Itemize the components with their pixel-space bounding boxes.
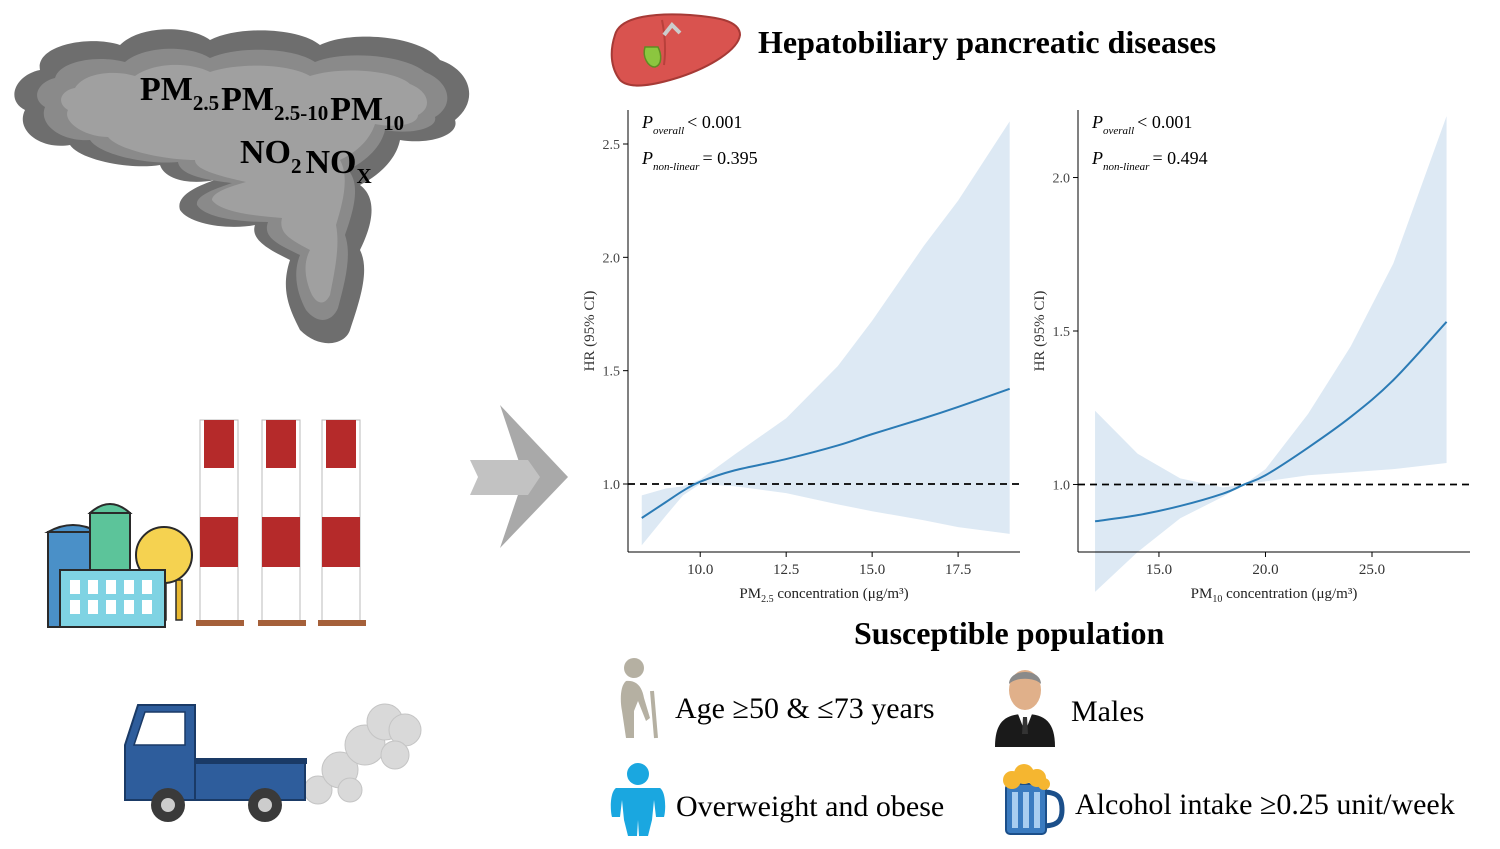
y-tick-label: 2.0 (1053, 172, 1071, 187)
cloud-pollutants-line2: NO2 NOX (240, 134, 372, 188)
cloud-pollutant-2: PM (330, 91, 383, 128)
figure-title: Hepatobiliary pancreatic diseases (758, 24, 1217, 60)
chart-pm10: 1.0 1.5 2.0 15.0 20.0 25.0 HR (95% CI) PM10 con… (1032, 110, 1470, 605)
p-value-annotation: Pnon-linear = 0.494 (1091, 148, 1208, 173)
liver-icon (610, 13, 742, 87)
factory-icon (44, 419, 366, 628)
ci-band (641, 121, 1010, 546)
elderly-person-icon (620, 658, 658, 739)
left-panel: PM2.5PM2.5-10PM10 NO2 NOX (14, 29, 568, 822)
truck-exhaust-icon (124, 703, 422, 822)
x-axis-label: PM10 concentration (μg/m³) (1191, 586, 1358, 605)
beer-mug-icon (1003, 764, 1065, 835)
alcohol-label: Alcohol intake ≥0.25 unit/week (1075, 788, 1455, 821)
age-label: Age ≥50 & ≤73 years (675, 692, 935, 725)
p-value-annotation: Pnon-linear = 0.395 (641, 148, 758, 173)
y-tick-label: 1.5 (1053, 325, 1071, 340)
x-axis-label: PM2.5 concentration (μg/m³) (739, 586, 908, 605)
overweight-label: Overweight and obese (676, 790, 945, 823)
chart-pm25: 1.0 1.5 2.0 2.5 10.0 12.5 15.0 17.5 HR (95% CI) P… (582, 110, 1020, 605)
ci-band (1095, 116, 1447, 592)
cloud-pollutant-0: PM (140, 71, 193, 108)
x-tick-label: 25.0 (1359, 562, 1385, 578)
males-label: Males (1071, 695, 1145, 728)
cloud-pollutant-2-1-sub: X (357, 164, 372, 188)
cloud-pollutant-2-0-sub: 2 (291, 154, 302, 178)
y-axis-label: HR (95% CI) (582, 291, 598, 372)
man-avatar-icon (995, 670, 1055, 747)
y-tick-label: 2.5 (603, 138, 621, 153)
y-tick-label: 2.0 (603, 251, 621, 266)
cloud-pollutants-line1: PM2.5PM2.5-10PM10 (140, 71, 404, 135)
x-tick-label: 15.0 (859, 562, 885, 578)
cloud-pollutant-2-sub: 10 (383, 111, 404, 135)
hr-curve (1094, 321, 1448, 523)
y-axis-label: HR (95% CI) (1032, 291, 1048, 372)
p-value-annotation: Poverall < 0.001 (1091, 112, 1192, 137)
cloud-pollutant-0-sub: 2.5 (193, 91, 219, 115)
susceptible-heading: Susceptible population (854, 615, 1165, 651)
cloud-pollutant-2-1: NO (306, 144, 357, 181)
overweight-person-icon (610, 763, 666, 836)
cloud-pollutant-2-0: NO (240, 134, 291, 171)
right-arrow-icon (470, 405, 568, 548)
x-tick-label: 20.0 (1252, 562, 1278, 578)
y-tick-label: 1.0 (603, 478, 621, 493)
cloud-pollutant-1: PM (221, 81, 274, 118)
cloud-pollutant-1-sub: 2.5-10 (274, 101, 328, 125)
p-value-annotation: Poverall < 0.001 (641, 112, 742, 137)
x-tick-label: 17.5 (945, 562, 971, 578)
x-tick-label: 10.0 (687, 562, 713, 578)
y-tick-label: 1.0 (1053, 478, 1071, 493)
smog-cloud-icon (14, 29, 470, 344)
hr-curve (641, 387, 1011, 519)
x-tick-label: 15.0 (1146, 562, 1172, 578)
x-tick-label: 12.5 (773, 562, 799, 578)
y-tick-label: 1.5 (603, 365, 621, 380)
